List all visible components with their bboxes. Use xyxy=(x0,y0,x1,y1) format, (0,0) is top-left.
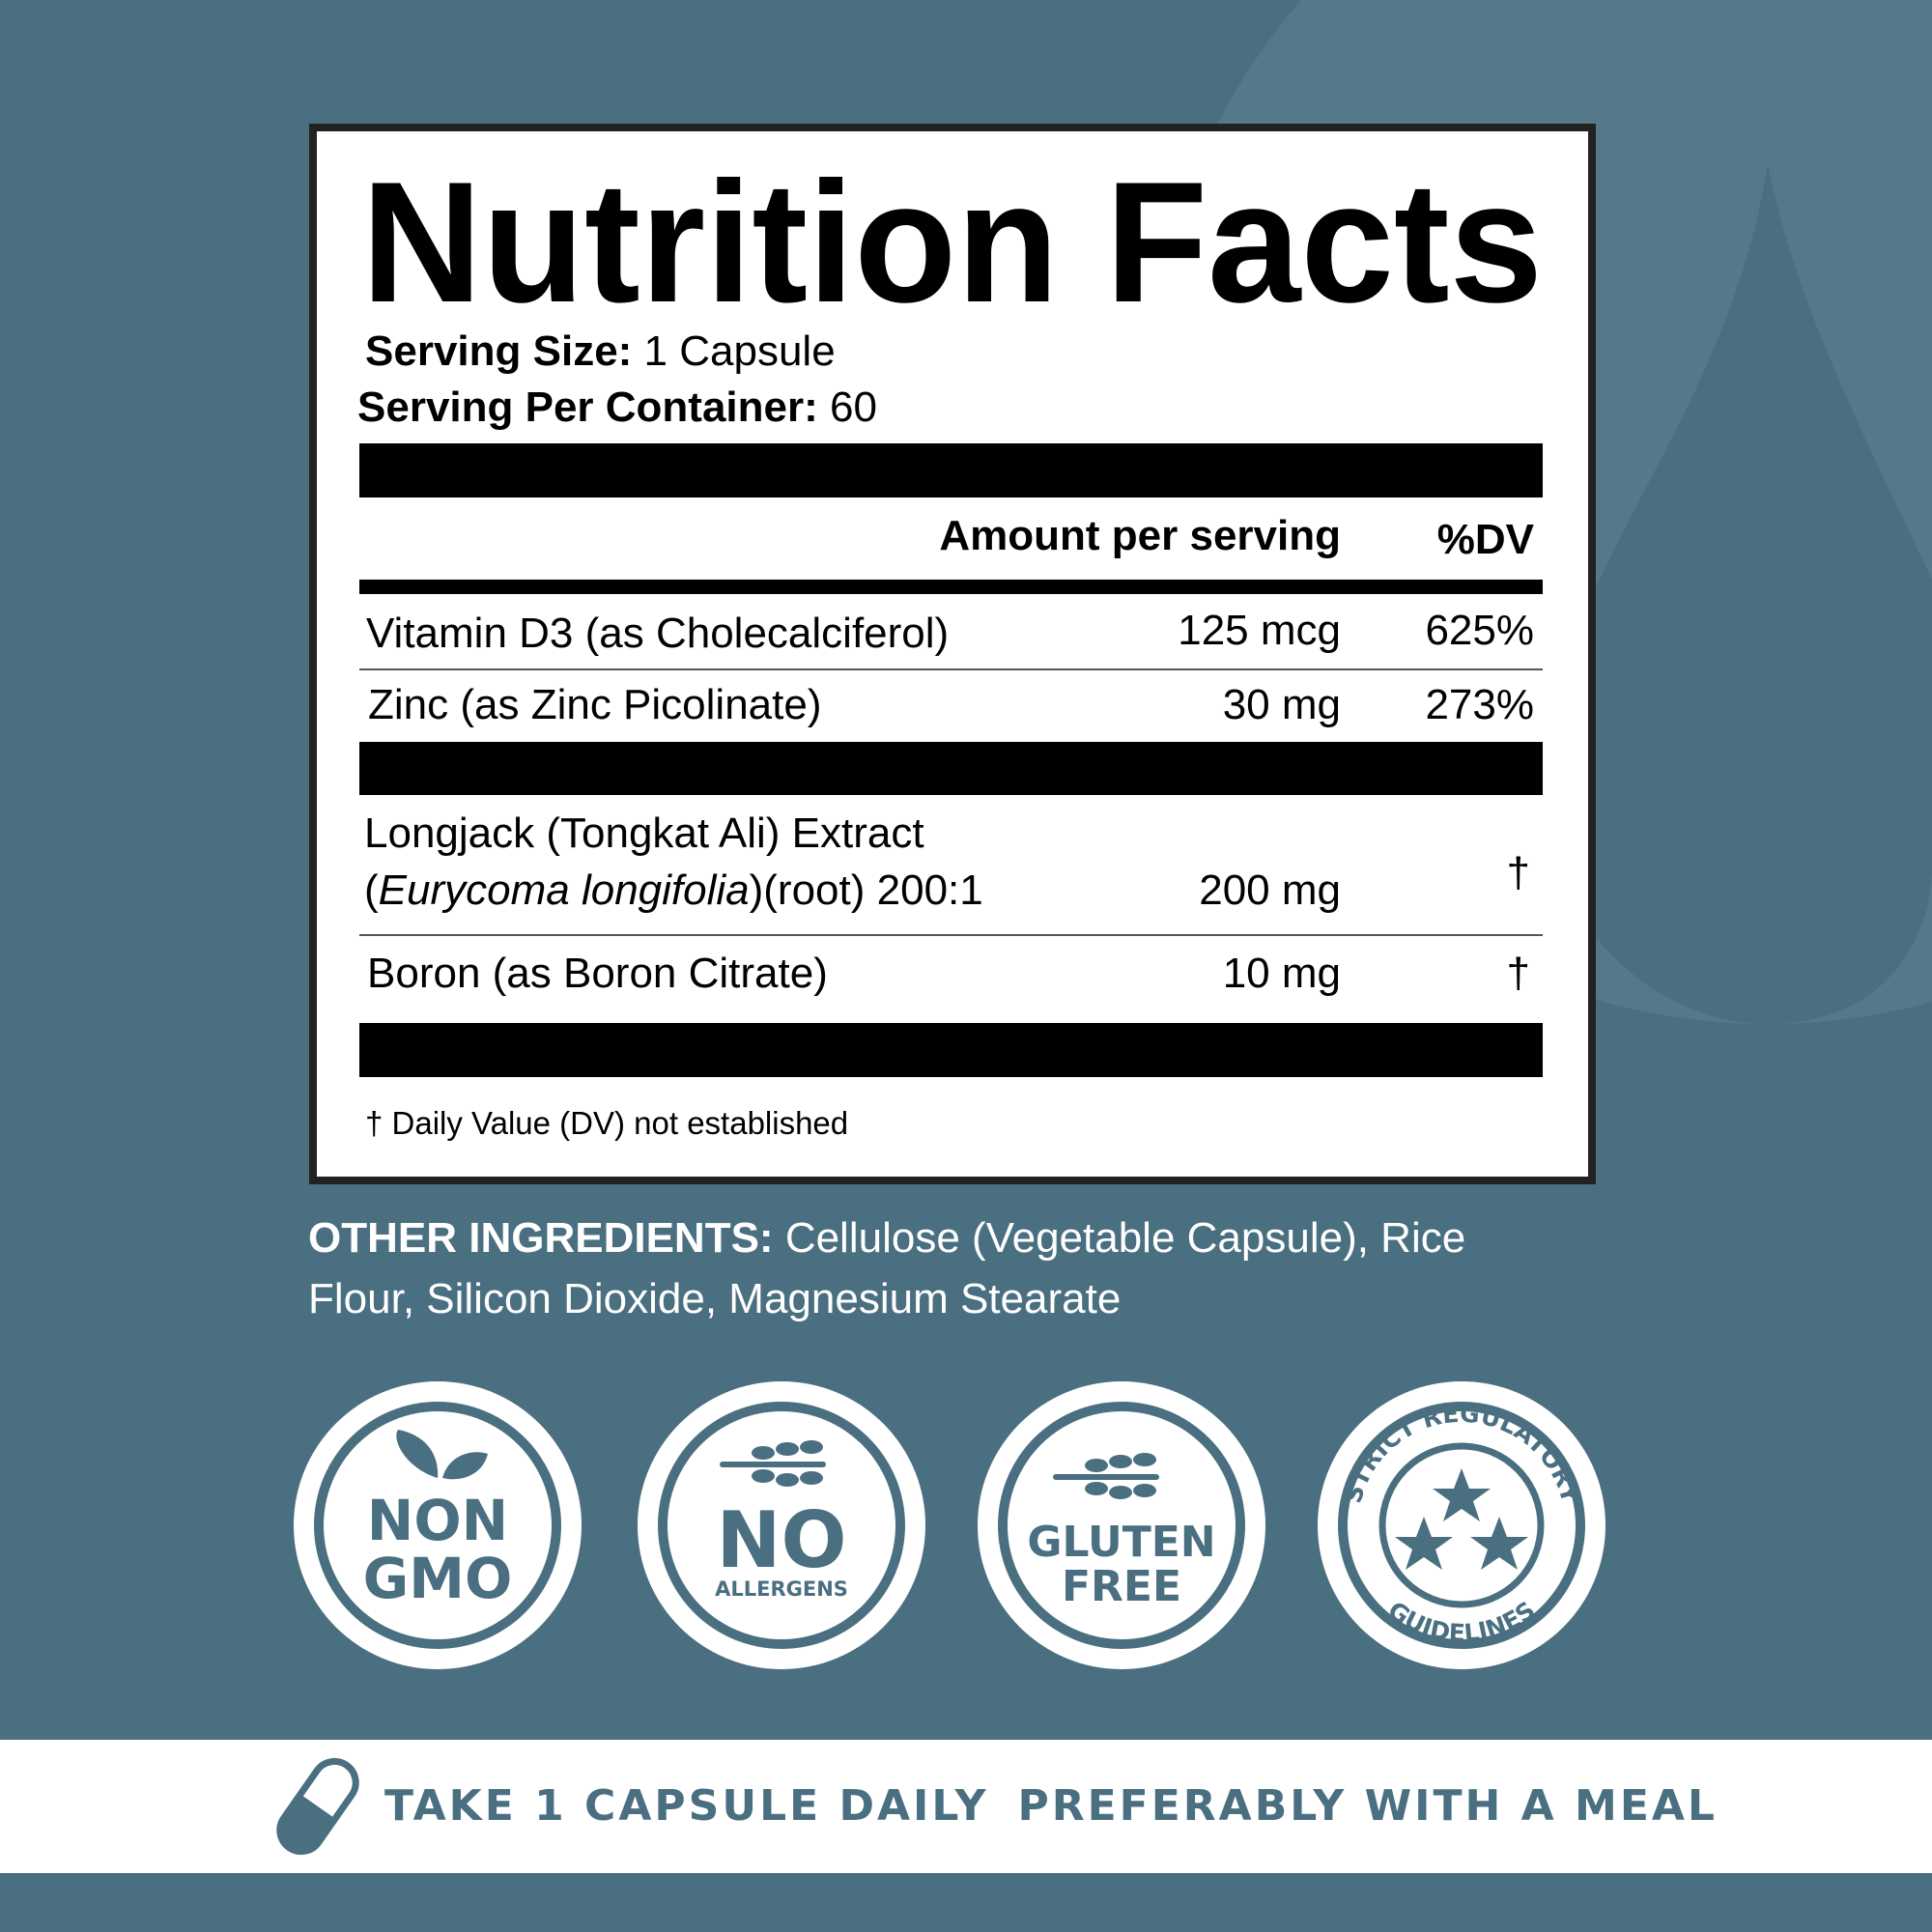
badge-text: FREE xyxy=(1062,1562,1181,1611)
paren: ( xyxy=(364,867,379,914)
nutrient-name: Vitamin D3 (as Cholecalciferol) xyxy=(366,610,949,657)
badge-text: ALLERGENS xyxy=(715,1577,848,1601)
nutrient-name: Zinc (as Zinc Picolinate) xyxy=(368,681,821,728)
name-rest: )(root) 200:1 xyxy=(750,867,983,914)
stars-icon xyxy=(1395,1468,1528,1570)
extract-name-line2: (Eurycoma longifolia)(root) 200:1 xyxy=(364,867,983,914)
extract-dv: † xyxy=(1507,849,1530,896)
ingredients-label: OTHER INGREDIENTS: xyxy=(308,1214,774,1262)
badge: STRICT REGULATORY GUIDELINES xyxy=(1318,1381,1605,1669)
serving-size-label: Serving Size: xyxy=(365,327,632,375)
badge-text: GMO xyxy=(363,1546,513,1611)
badge-inner-ring xyxy=(1378,1442,1545,1608)
ingredients-line1: OTHER INGREDIENTS: Cellulose (Vegetable … xyxy=(308,1214,1465,1262)
divider-thick xyxy=(359,580,1543,594)
extract-amount: 10 mg xyxy=(1223,950,1341,997)
label-title: Nutrition Facts xyxy=(361,146,1543,338)
directions-text: TAKE 1 CAPSULE DAILY PREFERABLY WITH A ME… xyxy=(384,1781,1718,1831)
header-dv: %DV xyxy=(1437,516,1535,563)
serving-size-value: 1 Capsule xyxy=(644,327,836,375)
footnote: † Daily Value (DV) not established xyxy=(365,1105,848,1141)
direction: TAKE 1 CAPSULE DAILY xyxy=(384,1781,988,1831)
badge: GLUTEN FREE xyxy=(978,1381,1265,1669)
leaf-icon xyxy=(396,1430,488,1480)
decor-drop xyxy=(1541,164,1932,1024)
nutrient-dv: 273% xyxy=(1425,681,1534,728)
wheat-icon xyxy=(720,1440,826,1487)
badge-inner xyxy=(1008,1411,1236,1639)
servings-label: Serving Per Container: xyxy=(357,384,818,431)
badge-text: NO xyxy=(717,1495,847,1585)
extract-name: Boron (as Boron Citrate) xyxy=(367,950,828,997)
badge: NON GMO xyxy=(294,1381,582,1669)
capsule-icon xyxy=(276,1757,359,1856)
nutrient-amount: 125 mcg xyxy=(1178,607,1341,654)
extract-amount: 200 mg xyxy=(1199,867,1341,914)
header-amount: Amount per serving xyxy=(939,512,1341,559)
servings-per-container: Serving Per Container: 60 xyxy=(357,384,877,431)
badge: NO ALLERGENS xyxy=(638,1381,925,1669)
divider-bar xyxy=(359,443,1543,497)
badge-inner xyxy=(324,1411,552,1639)
badge-text: GLUTEN xyxy=(1027,1518,1215,1567)
nutrient-dv: 625% xyxy=(1425,607,1534,654)
wheat-icon xyxy=(1053,1453,1159,1499)
nutrition-label: Nutrition Facts Serving Size: 1 Capsule … xyxy=(309,124,1596,1184)
servings-value: 60 xyxy=(830,384,877,431)
divider-bar xyxy=(359,1023,1543,1077)
nutrient-amount: 30 mg xyxy=(1223,681,1341,728)
direction: PREFERABLY WITH A MEAL xyxy=(1017,1781,1718,1831)
badge-text: NON xyxy=(367,1488,508,1553)
label-box xyxy=(309,124,1596,1184)
divider-bar xyxy=(359,742,1543,795)
latin-name: Eurycoma longifolia xyxy=(379,867,750,914)
ingredients-line2: Flour, Silicon Dioxide, Magnesium Steara… xyxy=(308,1275,1121,1322)
ingredients-text: Cellulose (Vegetable Capsule), Rice xyxy=(785,1214,1465,1262)
extract-name: Longjack (Tongkat Ali) Extract xyxy=(364,810,924,857)
serving-size: Serving Size: 1 Capsule xyxy=(365,327,836,375)
badge-inner xyxy=(668,1411,895,1639)
extract-dv: † xyxy=(1507,950,1530,997)
